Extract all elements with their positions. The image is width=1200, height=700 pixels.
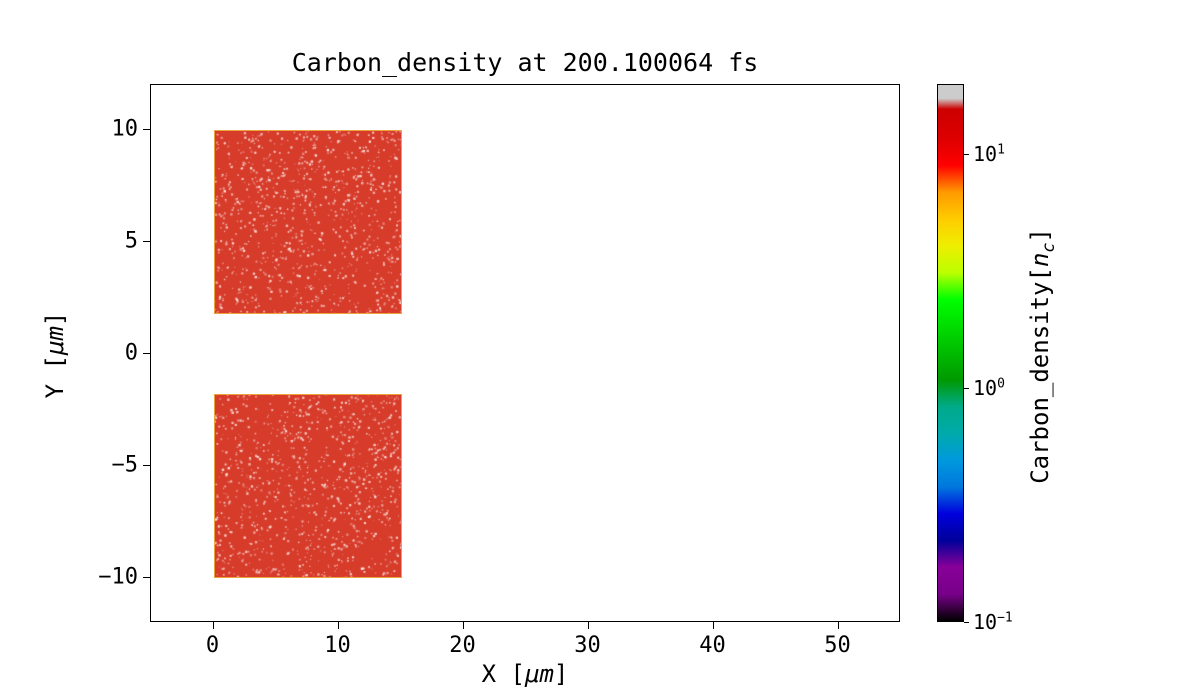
- y-tick-label: −10: [98, 564, 138, 590]
- colorbar-tick-mark: [964, 388, 969, 390]
- colorbar-label: Carbon_density[nc]: [1026, 206, 1058, 506]
- colorbar-label-sub: c: [1037, 242, 1058, 253]
- colorbar: [937, 84, 964, 622]
- x-axis-label: X [μm]: [150, 660, 900, 688]
- y-tick-mark: [143, 353, 150, 354]
- x-tick-mark: [212, 622, 214, 629]
- x-tick-label: 20: [449, 633, 476, 658]
- density-block: [213, 394, 402, 579]
- colorbar-tick-mark: [964, 622, 969, 623]
- y-axis-label-suffix: ]: [41, 311, 69, 327]
- colorbar-tick-label: 100: [973, 376, 1005, 401]
- y-tick-label: 0: [124, 340, 138, 366]
- x-tick-label: 30: [574, 633, 601, 658]
- x-axis-unit: μm: [525, 660, 554, 688]
- colorbar-tick-label: 10−1: [973, 610, 1013, 634]
- density-block: [213, 129, 402, 314]
- colorbar-label-prefix: Carbon_density[: [1026, 267, 1055, 484]
- colorbar-tick-label: 101: [973, 142, 1005, 167]
- y-tick-label: 5: [124, 228, 138, 254]
- colorbar-tick-mark: [964, 154, 969, 156]
- chart-title: Carbon_density at 200.100064 fs: [291, 48, 759, 77]
- x-tick-mark: [587, 622, 589, 629]
- x-tick-label: 10: [324, 633, 351, 658]
- y-axis-unit: μm: [41, 326, 69, 355]
- colorbar-label-suffix: ]: [1026, 228, 1055, 243]
- x-tick-mark: [837, 622, 839, 629]
- x-tick-mark: [337, 622, 339, 629]
- y-axis-label-prefix: Y [: [41, 355, 69, 399]
- y-tick-mark: [143, 577, 150, 579]
- y-tick-mark: [143, 128, 150, 130]
- y-tick-mark: [143, 240, 150, 242]
- x-tick-label: 0: [205, 633, 220, 658]
- x-tick-mark: [712, 622, 714, 629]
- colorbar-label-var: n: [1026, 252, 1055, 268]
- x-tick-label: 40: [699, 633, 726, 658]
- plot-area: [150, 84, 900, 622]
- x-tick-mark: [462, 622, 464, 629]
- x-tick-label: 50: [824, 633, 851, 658]
- y-tick-label: −5: [111, 452, 139, 478]
- x-axis-label-suffix: ]: [553, 660, 569, 688]
- y-tick-mark: [143, 465, 150, 467]
- y-axis-label: Y [μm]: [41, 240, 69, 470]
- x-axis-label-prefix: X [: [481, 660, 525, 688]
- y-tick-label: 10: [111, 116, 139, 142]
